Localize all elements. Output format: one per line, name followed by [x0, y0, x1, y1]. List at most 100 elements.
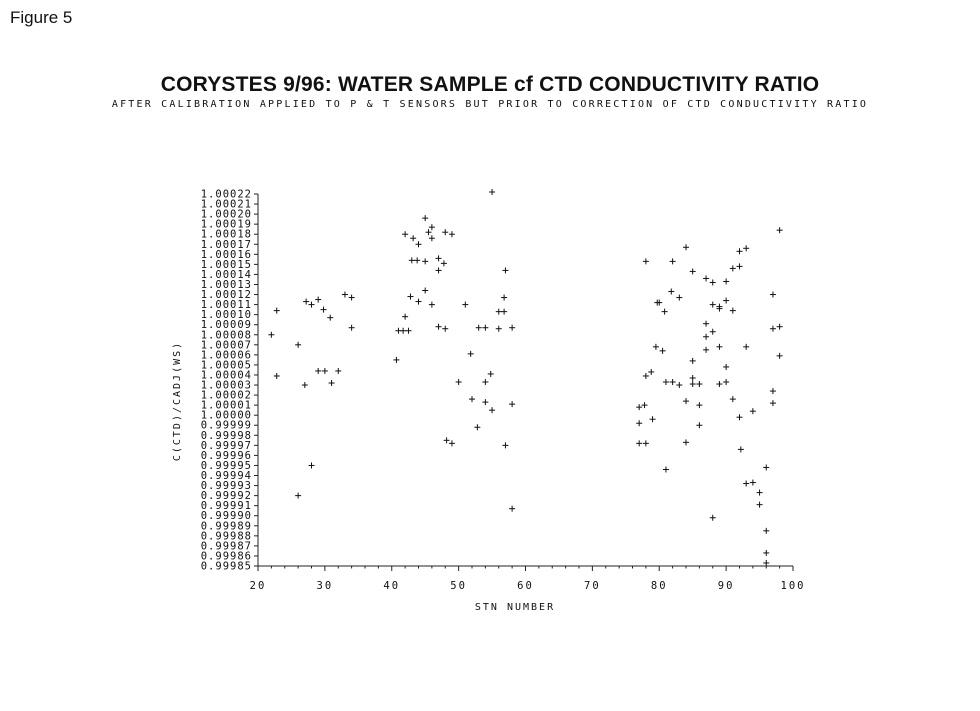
data-point — [448, 231, 455, 238]
data-point — [407, 293, 414, 300]
data-point — [737, 446, 744, 453]
data-point — [636, 420, 643, 427]
data-point — [428, 235, 435, 242]
data-point — [668, 288, 675, 295]
data-point — [736, 248, 743, 255]
data-point — [636, 404, 643, 411]
data-point — [696, 381, 703, 388]
data-point — [703, 346, 710, 353]
x-tick-label: 40 — [383, 580, 400, 592]
data-point — [442, 229, 449, 236]
data-point — [756, 489, 763, 496]
data-point — [402, 231, 409, 238]
y-tick-label: 1.00004 — [201, 369, 252, 381]
data-point — [428, 301, 435, 308]
data-point — [482, 379, 489, 386]
data-point — [315, 296, 322, 303]
data-point — [661, 308, 668, 315]
x-tick-label: 30 — [317, 580, 334, 592]
y-tick-label: 0.99999 — [201, 420, 252, 432]
data-point — [716, 305, 723, 312]
data-point — [408, 257, 415, 264]
data-point — [509, 324, 516, 331]
y-tick-label: 1.00000 — [201, 410, 252, 422]
data-point — [769, 291, 776, 298]
y-tick-label: 1.00012 — [201, 289, 252, 301]
data-point — [415, 298, 422, 305]
data-point — [327, 314, 334, 321]
data-point — [716, 343, 723, 350]
data-point — [501, 308, 508, 315]
data-point — [743, 245, 750, 252]
data-point — [315, 367, 322, 374]
data-point — [769, 325, 776, 332]
data-point — [729, 307, 736, 314]
x-tick-label: 80 — [651, 580, 668, 592]
data-point — [335, 367, 342, 374]
data-point — [414, 257, 421, 264]
data-point — [410, 235, 417, 242]
data-point — [295, 341, 302, 348]
data-point — [642, 372, 649, 379]
y-tick-label: 0.99995 — [201, 460, 252, 472]
data-point — [415, 241, 422, 248]
data-point — [683, 398, 689, 405]
data-point — [776, 352, 783, 359]
data-point — [703, 275, 710, 282]
data-point — [749, 479, 756, 486]
x-tick-label: 90 — [718, 580, 735, 592]
data-point — [435, 267, 442, 274]
y-tick-label: 0.99985 — [201, 561, 252, 573]
x-tick-label: 50 — [450, 580, 467, 592]
data-point — [425, 229, 432, 236]
y-tick-label: 1.00010 — [201, 309, 252, 321]
data-point — [709, 301, 716, 308]
data-point — [495, 325, 502, 332]
y-tick-label: 1.00020 — [201, 209, 252, 221]
data-point — [422, 215, 429, 222]
data-point — [709, 328, 716, 335]
data-point — [502, 442, 509, 449]
y-tick-label: 1.00007 — [201, 339, 252, 351]
data-point — [649, 416, 656, 423]
data-point — [422, 258, 429, 265]
data-point — [736, 414, 743, 421]
figure-label: Figure 5 — [10, 8, 73, 27]
data-point — [448, 440, 455, 447]
chart-subtitle: AFTER CALIBRATION APPLIED TO P & T SENSO… — [111, 99, 869, 110]
data-point — [273, 307, 280, 314]
data-point — [341, 291, 348, 298]
data-point — [320, 306, 327, 313]
data-point — [669, 258, 676, 265]
y-tick-label: 1.00005 — [201, 359, 252, 371]
x-tick-label: 60 — [517, 580, 534, 592]
data-point — [462, 301, 469, 308]
y-tick-label: 1.00015 — [201, 259, 252, 271]
data-point — [723, 379, 730, 386]
data-point — [348, 294, 355, 301]
plot-frame — [257, 194, 793, 567]
data-point — [482, 399, 489, 406]
y-tick-label: 1.00016 — [201, 249, 252, 261]
data-point — [769, 388, 776, 395]
y-tick-label: 1.00001 — [201, 400, 252, 412]
y-tick-label: 1.00011 — [201, 299, 252, 311]
y-tick-label: 0.99988 — [201, 530, 252, 542]
y-tick-label: 1.00008 — [201, 329, 252, 341]
data-point — [435, 255, 442, 262]
data-point — [743, 480, 750, 487]
data-point — [683, 439, 689, 446]
data-point — [763, 464, 770, 471]
data-point — [301, 382, 308, 389]
data-point — [763, 549, 770, 556]
data-point — [683, 244, 689, 251]
data-point — [273, 372, 280, 379]
data-point — [482, 324, 489, 331]
data-point — [428, 224, 435, 231]
data-point — [662, 466, 669, 473]
data-point — [723, 278, 730, 285]
data-point — [440, 260, 447, 267]
data-point — [295, 492, 302, 499]
chart-title: CORYSTES 9/96: WATER SAMPLE cf CTD CONDU… — [160, 73, 820, 96]
